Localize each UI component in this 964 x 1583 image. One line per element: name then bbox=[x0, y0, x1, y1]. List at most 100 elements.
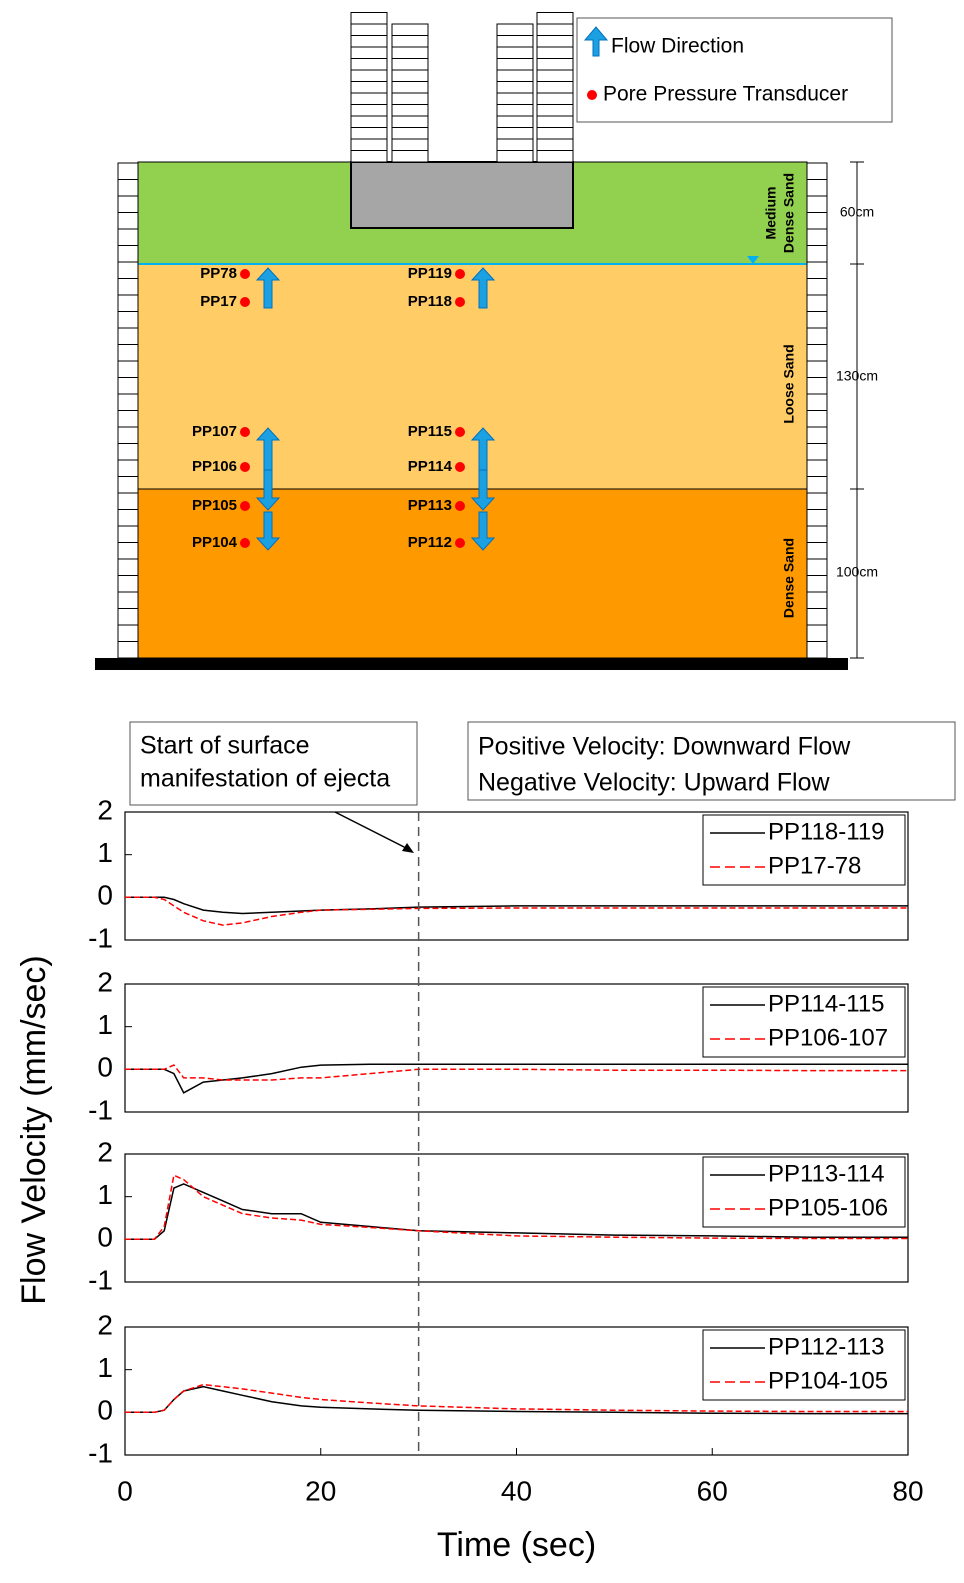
annotation-arrow bbox=[334, 811, 411, 851]
brick bbox=[806, 426, 828, 444]
brick bbox=[350, 23, 388, 36]
brick bbox=[806, 212, 828, 230]
brick bbox=[496, 92, 534, 105]
flow-arrow bbox=[470, 267, 496, 309]
y-tick-label: -1 bbox=[88, 922, 113, 953]
brick bbox=[350, 138, 388, 151]
brick bbox=[806, 327, 828, 345]
legend-label: PP104-105 bbox=[768, 1367, 888, 1394]
brick bbox=[117, 393, 139, 411]
sensor-dot bbox=[240, 297, 250, 307]
brick bbox=[117, 245, 139, 263]
brick bbox=[806, 542, 828, 560]
series-line bbox=[125, 1063, 908, 1094]
layer-label: Dense Sand bbox=[781, 538, 797, 618]
brick bbox=[350, 104, 388, 117]
y-tick-label: 1 bbox=[97, 837, 113, 868]
brick bbox=[496, 46, 534, 59]
brick bbox=[117, 344, 139, 362]
brick bbox=[391, 138, 429, 151]
brick bbox=[350, 150, 388, 163]
brick bbox=[806, 410, 828, 428]
sensor-dot bbox=[240, 462, 250, 472]
brick bbox=[536, 23, 574, 36]
legend-label: PP113-114 bbox=[768, 1160, 885, 1187]
sensor-label: PP106 bbox=[192, 458, 237, 475]
sensor-label: PP78 bbox=[200, 265, 237, 282]
x-tick-label: 0 bbox=[117, 1475, 133, 1506]
y-tick-label: 1 bbox=[97, 1009, 113, 1040]
brick bbox=[117, 641, 139, 659]
sensor-label: PP112 bbox=[408, 534, 452, 551]
brick bbox=[350, 92, 388, 105]
brick bbox=[391, 23, 429, 36]
x-tick-label: 60 bbox=[697, 1475, 728, 1506]
x-tick-label: 40 bbox=[501, 1475, 532, 1506]
brick bbox=[806, 162, 828, 180]
layer-loose bbox=[137, 263, 808, 490]
series-line bbox=[125, 1174, 908, 1241]
brick bbox=[117, 261, 139, 279]
brick bbox=[391, 104, 429, 117]
brick bbox=[350, 58, 388, 71]
brick bbox=[117, 608, 139, 626]
brick bbox=[806, 294, 828, 312]
flow-arrow bbox=[470, 511, 496, 551]
y-tick-label: 2 bbox=[97, 794, 113, 825]
y-tick-label: -1 bbox=[88, 1094, 113, 1125]
legend-dot bbox=[587, 90, 597, 100]
sensor-label: PP113 bbox=[408, 497, 452, 514]
series-line bbox=[125, 1183, 908, 1241]
dimension: 60cm bbox=[840, 204, 874, 220]
brick bbox=[117, 294, 139, 312]
brick bbox=[536, 150, 574, 163]
brick bbox=[350, 12, 388, 25]
brick bbox=[117, 542, 139, 560]
series-line bbox=[125, 1383, 908, 1414]
brick bbox=[536, 127, 574, 140]
brick bbox=[496, 127, 534, 140]
series-line bbox=[125, 896, 908, 915]
sensor-label: PP115 bbox=[408, 423, 452, 440]
brick bbox=[496, 150, 534, 163]
brick bbox=[117, 377, 139, 395]
brick bbox=[117, 575, 139, 593]
brick bbox=[536, 115, 574, 128]
sensor-label: PP118 bbox=[408, 293, 452, 310]
legend-label: PP112-113 bbox=[768, 1333, 885, 1360]
brick bbox=[391, 150, 429, 163]
series-line bbox=[125, 1064, 908, 1081]
brick bbox=[806, 278, 828, 296]
brick bbox=[806, 525, 828, 543]
brick bbox=[806, 245, 828, 263]
brick bbox=[117, 327, 139, 345]
brick bbox=[391, 92, 429, 105]
sensor-dot bbox=[240, 501, 250, 511]
note-box bbox=[467, 721, 956, 801]
brick bbox=[806, 558, 828, 576]
brick bbox=[496, 138, 534, 151]
brick bbox=[806, 261, 828, 279]
layer-label: Medium bbox=[763, 187, 779, 240]
brick bbox=[117, 459, 139, 477]
brick bbox=[806, 311, 828, 329]
brick bbox=[806, 509, 828, 527]
legend-label: PP17-78 bbox=[768, 852, 861, 879]
brick bbox=[391, 46, 429, 59]
brick bbox=[806, 476, 828, 494]
flow-arrow bbox=[470, 427, 496, 471]
brick bbox=[117, 525, 139, 543]
plot-frame bbox=[124, 1153, 909, 1283]
x-axis-label: Time (sec) bbox=[437, 1526, 596, 1564]
y-tick-label: 1 bbox=[97, 1352, 113, 1383]
brick bbox=[536, 12, 574, 25]
brick bbox=[391, 115, 429, 128]
diagram: PP78 PP17 PP107 PP106 PP105 PP104 PP119 PP118 PP… bbox=[117, 12, 864, 659]
y-tick-label: 0 bbox=[97, 1222, 113, 1253]
water-marker bbox=[747, 256, 759, 264]
legend-text: Flow Direction bbox=[611, 35, 744, 58]
legend-label: PP106-107 bbox=[768, 1024, 888, 1051]
brick bbox=[806, 591, 828, 609]
brick bbox=[117, 591, 139, 609]
brick bbox=[806, 360, 828, 378]
